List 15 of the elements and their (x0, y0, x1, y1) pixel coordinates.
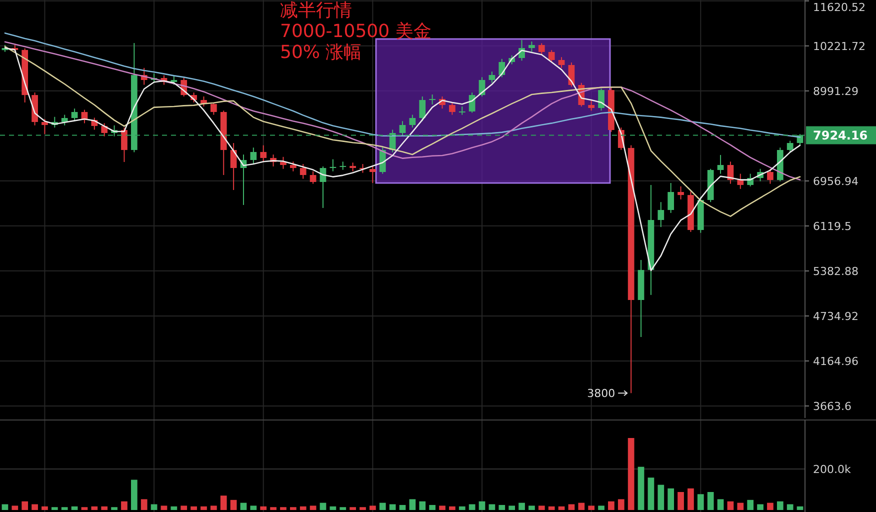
y-tick-label: 4164.96 (813, 354, 858, 368)
y-tick-label: 6956.94 (813, 174, 858, 188)
annotation: 50% 涨幅 (280, 42, 362, 63)
annotation: 3800 (587, 387, 616, 400)
ref-line-label: 200.0k (813, 462, 852, 476)
annotation: 减半行情 (280, 0, 352, 21)
y-tick-label: 4734.92 (813, 310, 858, 323)
y-tick-label: 5382.88 (813, 264, 858, 278)
y-tick-label: 3663.6 (813, 400, 852, 413)
y-tick-label: 11620.52 (813, 1, 866, 14)
ref-line-label: 7924.16 (813, 128, 868, 143)
y-tick-label: 8991.29 (813, 84, 858, 98)
annotation: 7000-10500 美金 (280, 21, 432, 42)
y-tick-label: 10221.72 (813, 40, 866, 53)
y-tick-label: 6119.5 (813, 220, 852, 233)
